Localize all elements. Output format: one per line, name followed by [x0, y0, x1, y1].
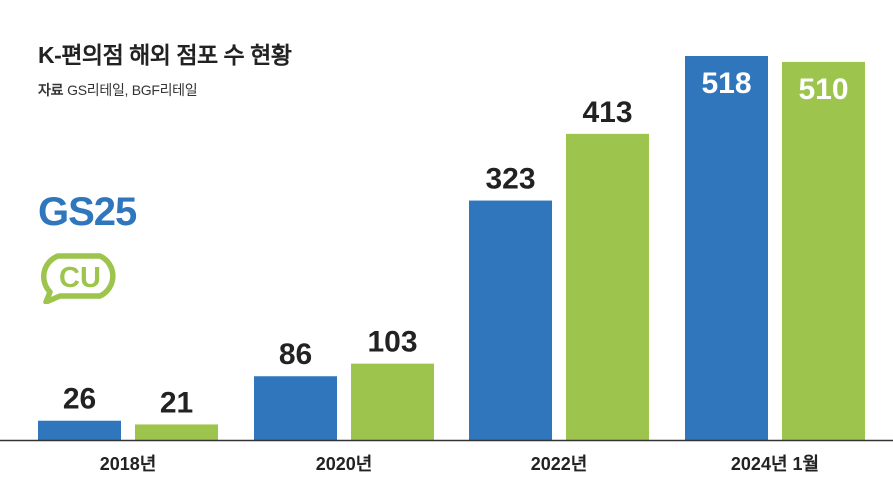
data-label-cu-0: 21	[160, 386, 193, 419]
x-tick-label-3: 2024년 1월	[731, 454, 819, 474]
bar-gs25-1	[254, 376, 337, 440]
chart-title: K-편의점 해외 점포 수 현황	[38, 42, 292, 68]
data-label-cu-3: 510	[798, 73, 848, 106]
cu-logo-bubble	[40, 253, 116, 304]
chart-source: 자료 GS리테일, BGF리테일	[38, 80, 198, 100]
bar-gs25-0	[38, 420, 121, 440]
source-text: GS리테일, BGF리테일	[67, 82, 198, 98]
bar-cu-0	[135, 424, 218, 440]
x-tick-label-1: 2020년	[316, 454, 373, 474]
data-label-gs25-2: 323	[485, 163, 535, 196]
bar-cu-2	[566, 133, 649, 441]
cu-logo: CU	[40, 253, 116, 304]
source-label: 자료	[38, 82, 64, 98]
gs25-logo: GS25	[38, 190, 137, 234]
bar-gs25-2	[469, 200, 552, 440]
bar-cu-1	[351, 363, 434, 440]
bar-cu-3	[782, 61, 865, 440]
bar-gs25-3	[685, 56, 768, 440]
cu-logo-text: CU	[59, 262, 101, 294]
data-label-gs25-1: 86	[279, 338, 312, 371]
data-label-cu-2: 413	[582, 96, 632, 129]
data-label-gs25-3: 518	[701, 67, 751, 100]
x-tick-label-0: 2018년	[100, 454, 157, 474]
data-label-cu-1: 103	[367, 326, 417, 359]
x-tick-label-2: 2022년	[531, 454, 588, 474]
data-label-gs25-0: 26	[63, 383, 96, 416]
